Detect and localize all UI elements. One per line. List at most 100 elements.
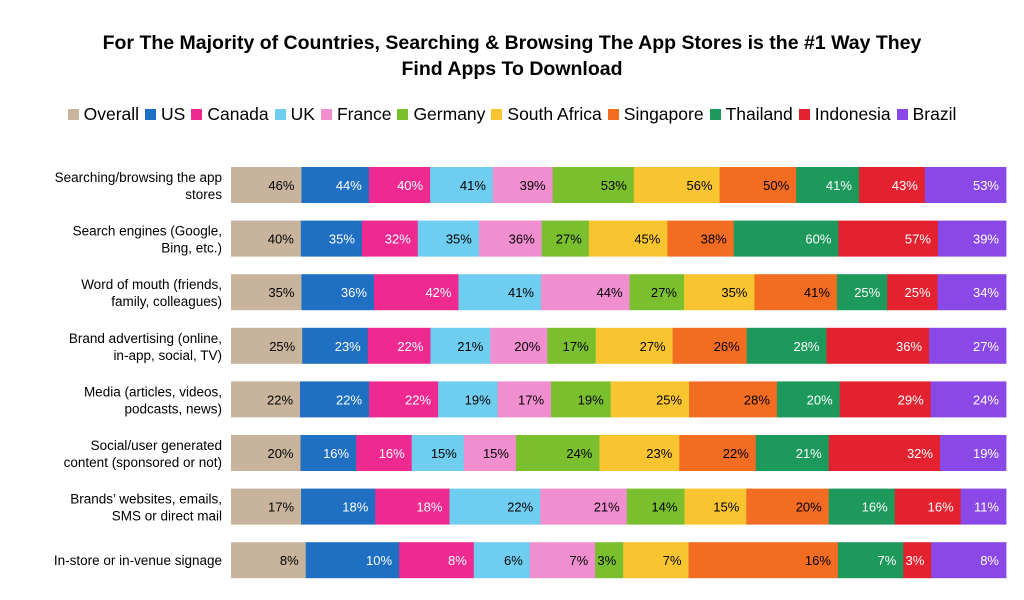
data-label-overall: 25% — [269, 339, 295, 354]
data-label-france: 44% — [597, 285, 623, 300]
bar-segment-france — [540, 488, 628, 525]
bar-segment-us — [301, 274, 375, 311]
data-label-germany: 3% — [597, 553, 616, 568]
data-label-singapore: 28% — [744, 392, 770, 407]
data-label-france: 7% — [569, 553, 588, 568]
legend-swatch-indonesia — [798, 109, 810, 120]
bar-segment-singapore — [754, 274, 838, 311]
data-label-germany: 14% — [651, 500, 677, 515]
data-label-france: 15% — [483, 446, 509, 461]
bar-segment-france — [463, 435, 517, 471]
bar-segment-germany — [547, 327, 597, 364]
data-label-uk: 15% — [431, 446, 457, 461]
legend-item-singapore: Singapore — [607, 104, 704, 125]
data-label-canada: 22% — [405, 392, 431, 407]
legend-label-south-africa: South Africa — [507, 104, 602, 124]
bar-segment-us — [301, 488, 376, 525]
data-label-france: 17% — [518, 392, 544, 407]
bar-segment-france — [529, 542, 596, 579]
bar-segment-south-africa — [610, 381, 690, 418]
data-label-indonesia: 25% — [905, 285, 931, 300]
legend-swatch-south-africa — [491, 109, 503, 120]
bar-segment-thailand — [837, 542, 904, 579]
bar-segment-us — [300, 435, 357, 471]
bar-segment-singapore — [719, 167, 797, 203]
category-label: In-store or in-venue signage — [54, 553, 222, 568]
bar-segment-singapore — [746, 488, 830, 525]
data-label-south-africa: 7% — [663, 553, 682, 568]
legend-item-us: US — [145, 104, 185, 125]
legend-swatch-overall — [67, 109, 79, 120]
data-label-singapore: 16% — [805, 553, 831, 568]
bar-segment-uk — [430, 167, 494, 203]
data-label-canada: 16% — [379, 446, 405, 461]
category-label: Media (articles, videos, — [84, 384, 222, 399]
category-label: podcasts, news) — [124, 401, 222, 416]
bar-segment-singapore — [667, 220, 735, 257]
bar-segment-uk — [411, 435, 465, 471]
legend-swatch-thailand — [709, 109, 721, 120]
data-label-us: 35% — [329, 232, 355, 247]
legend-swatch-brazil — [896, 109, 908, 120]
data-label-overall: 17% — [268, 500, 294, 515]
bar-segment-france — [490, 327, 548, 364]
bar-segment-canada — [375, 488, 450, 525]
bar-segment-germany — [552, 167, 635, 203]
bar-segment-indonesia — [839, 381, 932, 418]
bar-segment-thailand — [828, 488, 896, 525]
data-label-uk: 19% — [465, 392, 491, 407]
data-label-overall: 20% — [267, 446, 293, 461]
category-label: Searching/browsing the app — [55, 170, 222, 185]
data-label-thailand: 7% — [877, 553, 896, 568]
bar-segment-thailand — [776, 381, 841, 418]
data-label-south-africa: 25% — [656, 392, 682, 407]
bar-segment-us — [302, 327, 369, 364]
bar-segment-indonesia — [826, 327, 930, 364]
bar-segment-uk — [458, 274, 542, 311]
bar-segment-overall — [231, 542, 307, 579]
bar-segment-germany — [629, 274, 685, 311]
category-label: family, colleagues) — [111, 294, 222, 309]
category-label: Brand advertising (online, — [69, 331, 222, 346]
bar-segment-germany — [515, 435, 600, 471]
bar-segment-canada — [373, 274, 459, 311]
bar-segment-singapore — [672, 327, 748, 364]
bar-segment-indonesia — [828, 435, 941, 471]
legend-item-overall: Overall — [67, 104, 139, 125]
data-label-south-africa: 27% — [640, 339, 666, 354]
data-label-brazil: 24% — [973, 392, 999, 407]
bar-segment-south-africa — [684, 488, 747, 525]
data-label-thailand: 16% — [862, 500, 888, 515]
bar-segment-canada — [367, 327, 431, 364]
bar-segment-brazil — [937, 220, 1007, 257]
chart-title-line-2: Find Apps To Download — [401, 58, 623, 80]
legend-swatch-canada — [191, 109, 203, 120]
bar-segment-canada — [361, 220, 419, 257]
bar-segment-brazil — [930, 381, 1007, 418]
data-label-france: 21% — [594, 500, 620, 515]
data-label-brazil: 27% — [973, 339, 999, 354]
bar-segment-uk — [449, 488, 541, 525]
legend-label-brazil: Brazil — [912, 104, 957, 124]
bar-segment-south-africa — [599, 435, 680, 471]
bar-segment-overall — [231, 327, 303, 364]
data-label-overall: 22% — [267, 392, 293, 407]
bar-segment-france — [541, 274, 630, 311]
data-label-germany: 27% — [556, 232, 582, 247]
category-label: Bing, etc.) — [161, 241, 222, 256]
bar-segment-thailand — [796, 167, 860, 203]
data-label-germany: 24% — [566, 446, 592, 461]
bar-segment-uk — [430, 327, 491, 364]
data-label-indonesia: 57% — [905, 232, 931, 247]
data-label-south-africa: 45% — [634, 232, 660, 247]
bar-segment-indonesia — [887, 274, 938, 311]
legend-item-canada: Canada — [191, 104, 269, 125]
data-label-canada: 8% — [448, 553, 467, 568]
legend-label-thailand: Thailand — [725, 104, 793, 124]
data-label-thailand: 25% — [854, 285, 880, 300]
data-label-thailand: 20% — [807, 392, 833, 407]
bar-segment-uk — [438, 381, 499, 418]
data-label-france: 39% — [520, 178, 546, 193]
data-label-brazil: 34% — [973, 285, 999, 300]
